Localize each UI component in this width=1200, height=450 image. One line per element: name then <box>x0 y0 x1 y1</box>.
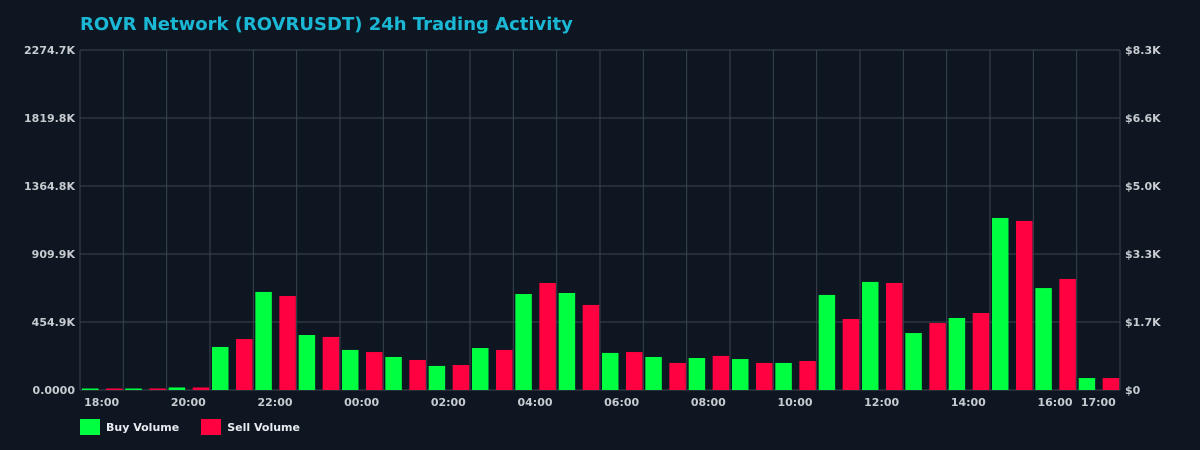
sell-bar[interactable] <box>842 319 860 390</box>
sell-bar[interactable] <box>1102 378 1120 390</box>
sell-bar[interactable] <box>149 388 166 391</box>
buy-bar[interactable] <box>732 359 749 390</box>
buy-bar[interactable] <box>905 333 922 390</box>
sell-bar[interactable] <box>626 352 643 390</box>
chart-title: ROVR Network (ROVRUSDT) 24h Trading Acti… <box>80 14 573 35</box>
x-tick: 17:00 <box>1081 396 1116 409</box>
sell-bar[interactable] <box>886 282 903 390</box>
sell-bar[interactable] <box>106 388 123 391</box>
y-axis-left: 0.0000 454.9K 909.9K 1364.8K 1819.8K 2274.7K <box>24 44 75 397</box>
buy-bar[interactable] <box>602 352 619 390</box>
sell-bar[interactable] <box>799 361 816 390</box>
sell-bar[interactable] <box>279 295 296 390</box>
legend-label-buy: Buy Volume <box>106 420 180 434</box>
buy-bar[interactable] <box>948 317 966 390</box>
bars <box>82 217 1120 391</box>
y-right-tick: $8.3K <box>1125 44 1161 57</box>
buy-bar[interactable] <box>818 294 836 390</box>
buy-swatch-icon <box>80 419 100 435</box>
buy-bar[interactable] <box>1078 378 1096 390</box>
y-right-tick: $5.0K <box>1125 180 1161 193</box>
buy-bar[interactable] <box>298 334 316 390</box>
sell-bar[interactable] <box>712 355 730 390</box>
buy-bar[interactable] <box>775 362 792 390</box>
grid-lines <box>79 49 1121 391</box>
buy-bar[interactable] <box>558 292 576 390</box>
y-axis-right: $0 $1.7K $3.3K $5.0K $6.6K $8.3K <box>1125 44 1161 397</box>
buy-bar[interactable] <box>992 217 1009 390</box>
buy-bar[interactable] <box>428 365 446 390</box>
sell-bar[interactable] <box>539 282 556 390</box>
legend: Buy Volume Sell Volume <box>80 419 300 435</box>
buy-bar[interactable] <box>515 294 532 390</box>
buy-bar[interactable] <box>125 388 142 391</box>
x-tick: 12:00 <box>864 396 899 409</box>
sell-bar[interactable] <box>409 359 426 390</box>
sell-bar[interactable] <box>929 323 946 390</box>
x-tick: 04:00 <box>517 396 552 409</box>
sell-bar[interactable] <box>1016 220 1033 390</box>
sell-swatch-icon <box>201 419 222 435</box>
buy-bar[interactable] <box>212 346 229 390</box>
x-tick: 10:00 <box>777 396 812 409</box>
sell-bar[interactable] <box>366 352 383 390</box>
sell-bar[interactable] <box>452 365 470 390</box>
buy-bar[interactable] <box>168 387 186 390</box>
buy-bar[interactable] <box>688 358 706 390</box>
x-axis: 18:00 20:00 22:00 00:00 02:00 04:00 06:00 08:00… <box>84 396 1116 409</box>
x-tick: 06:00 <box>604 396 639 409</box>
x-tick: 00:00 <box>344 396 379 409</box>
buy-bar[interactable] <box>82 388 99 391</box>
sell-bar[interactable] <box>322 336 340 390</box>
sell-bar[interactable] <box>669 362 686 390</box>
x-tick: 22:00 <box>257 396 292 409</box>
y-right-tick: $3.3K <box>1125 248 1161 261</box>
buy-bar[interactable] <box>342 349 359 390</box>
x-tick: 02:00 <box>431 396 466 409</box>
y-right-tick: $1.7K <box>1125 316 1161 329</box>
legend-label-sell: Sell Volume <box>227 420 300 434</box>
y-right-tick: $6.6K <box>1125 112 1161 125</box>
x-tick: 08:00 <box>691 396 726 409</box>
buy-bar[interactable] <box>255 291 272 390</box>
y-left-tick: 0.0000 <box>33 384 76 397</box>
sell-bar[interactable] <box>236 339 253 390</box>
y-left-tick: 454.9K <box>32 316 76 329</box>
sell-bar[interactable] <box>496 349 513 390</box>
y-right-tick: $0 <box>1125 384 1141 397</box>
sell-bar[interactable] <box>192 387 210 390</box>
sell-bar[interactable] <box>756 362 773 390</box>
sell-bar[interactable] <box>972 313 990 390</box>
x-tick: 20:00 <box>171 396 206 409</box>
y-left-tick: 1364.8K <box>24 180 75 193</box>
legend-item-buy[interactable]: Buy Volume <box>80 419 179 435</box>
y-left-tick: 2274.7K <box>24 44 75 57</box>
sell-bar[interactable] <box>582 304 600 390</box>
buy-bar[interactable] <box>472 347 489 390</box>
buy-bar[interactable] <box>1035 288 1052 390</box>
legend-item-sell[interactable]: Sell Volume <box>201 419 300 435</box>
y-left-tick: 1819.8K <box>24 112 75 125</box>
x-tick: 14:00 <box>951 396 986 409</box>
y-left-tick: 909.9K <box>32 248 76 261</box>
sell-bar[interactable] <box>1059 278 1076 390</box>
x-tick: 16:00 <box>1037 396 1072 409</box>
buy-bar[interactable] <box>645 356 662 390</box>
x-tick: 18:00 <box>84 396 119 409</box>
buy-bar[interactable] <box>862 281 879 390</box>
buy-bar[interactable] <box>385 356 402 390</box>
